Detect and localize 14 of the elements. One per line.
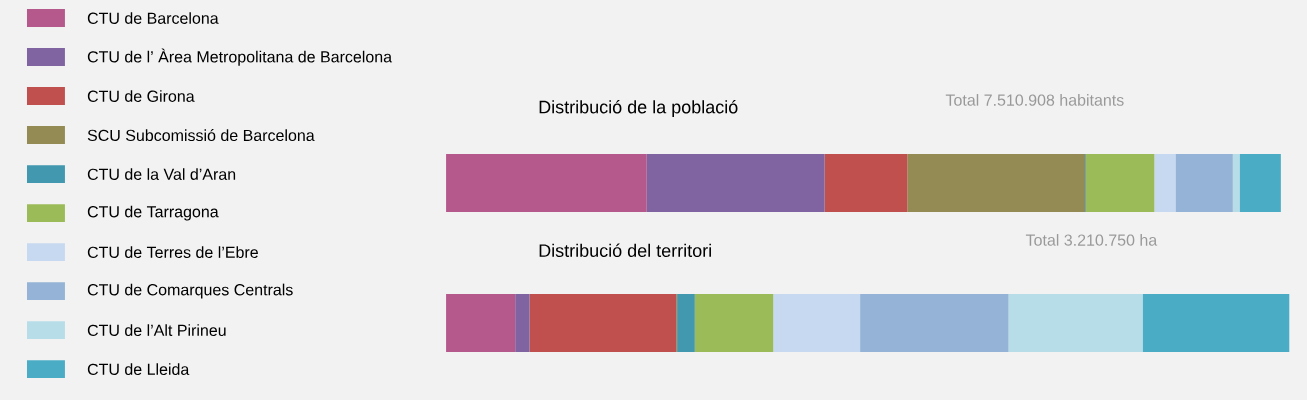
legend-label: CTU de la Val d’Aran	[87, 168, 236, 180]
annotation: Total 3.210.750 ha	[1025, 234, 1158, 246]
y-tick-label: Distribució del territori	[539, 243, 711, 257]
legend-label: CTU de l’Alt Pirineu	[87, 324, 226, 336]
y-tick-label: Distribució de la població	[539, 100, 738, 117]
annotation: Total 7.510.908 habitants	[945, 94, 1124, 106]
legend-label: CTU de l’ Àrea Metropolitana de Barcelona	[87, 48, 393, 66]
legend-label: CTU de Comarques Centrals	[87, 283, 293, 299]
legend-label: CTU de Barcelona	[87, 12, 219, 24]
legend-label: CTU de Tarragona	[87, 205, 219, 221]
legend-label: CTU de Lleida	[87, 363, 190, 375]
legend-label: SCU Subcomissió de Barcelona	[87, 129, 315, 142]
legend-label: CTU de Terres de l’Ebre	[87, 246, 258, 258]
legend-label: CTU de Girona	[87, 90, 195, 102]
